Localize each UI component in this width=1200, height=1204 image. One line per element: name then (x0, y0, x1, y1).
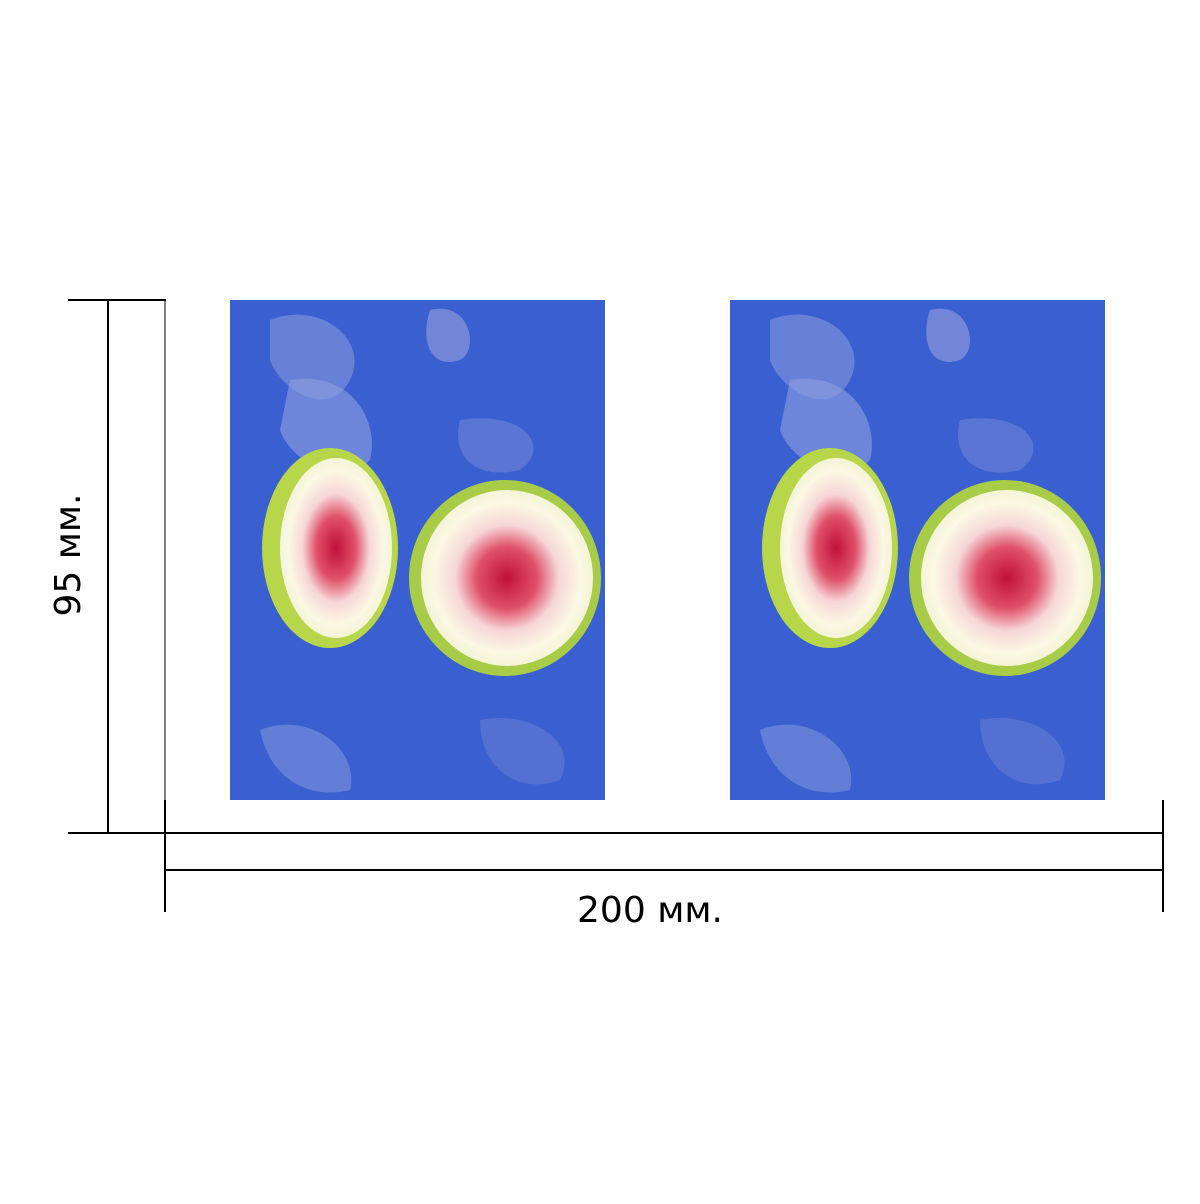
print-image-right (730, 300, 1105, 800)
width-label: 200 мм. (577, 890, 723, 931)
width-dimension: 200 мм. (164, 800, 1164, 931)
height-label: 95 мм. (48, 493, 89, 616)
height-dimension: 95 мм. (48, 299, 166, 834)
print-image-left (230, 300, 605, 800)
